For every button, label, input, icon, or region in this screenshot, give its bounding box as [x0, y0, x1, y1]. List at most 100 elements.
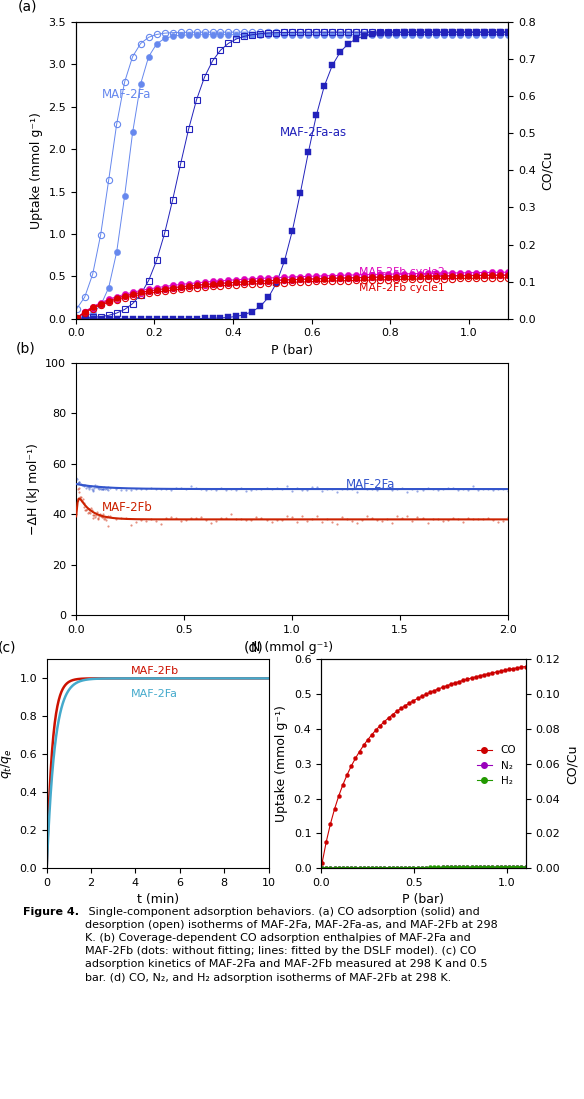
Text: MAF-2Fa: MAF-2Fa — [131, 689, 178, 699]
Point — [131, 513, 140, 531]
Text: (a): (a) — [18, 0, 37, 13]
Point — [503, 482, 513, 500]
Point — [81, 479, 91, 497]
Point — [398, 509, 407, 526]
Point — [89, 481, 98, 499]
Point — [363, 480, 372, 498]
Point — [78, 476, 88, 493]
Point — [413, 482, 422, 500]
Point — [79, 477, 88, 495]
Point — [357, 479, 367, 497]
Y-axis label: Uptake (mmol g⁻¹): Uptake (mmol g⁻¹) — [275, 706, 288, 822]
Point — [83, 504, 92, 522]
Point — [267, 513, 276, 531]
Point — [242, 511, 251, 529]
Point — [92, 503, 102, 521]
Point — [80, 498, 89, 515]
Point — [85, 503, 95, 521]
Point — [161, 480, 171, 498]
Point — [82, 500, 92, 518]
Point — [408, 480, 417, 498]
Point — [478, 480, 488, 498]
Point — [88, 507, 98, 524]
Point — [86, 477, 96, 495]
Point — [95, 479, 105, 497]
Point — [448, 479, 457, 497]
Point — [192, 479, 201, 497]
Point — [498, 512, 507, 530]
Point — [103, 481, 113, 499]
Point — [322, 480, 332, 498]
Point — [116, 481, 125, 499]
Point — [77, 475, 86, 492]
Point — [74, 474, 84, 491]
Point — [373, 511, 382, 529]
Point — [267, 480, 276, 498]
Point — [277, 511, 286, 529]
Point — [287, 482, 296, 500]
Point — [85, 500, 94, 518]
X-axis label: N (mmol g⁻¹): N (mmol g⁻¹) — [251, 641, 333, 654]
Y-axis label: CO/Cu: CO/Cu — [541, 151, 554, 190]
Point — [332, 482, 342, 500]
Point — [102, 508, 112, 525]
Point — [398, 479, 407, 497]
Point — [478, 510, 488, 528]
Point — [332, 515, 342, 533]
Point — [93, 511, 102, 529]
Point — [493, 480, 503, 498]
Point — [75, 488, 85, 506]
Point — [97, 480, 106, 498]
Point — [81, 501, 90, 519]
Point — [453, 511, 463, 529]
Point — [156, 480, 165, 498]
Point — [433, 510, 442, 528]
Point — [99, 510, 109, 528]
Point — [116, 509, 125, 526]
Point — [438, 480, 447, 498]
Point — [94, 478, 103, 496]
Point — [352, 514, 361, 532]
Point — [100, 480, 110, 498]
Point — [99, 508, 108, 525]
Point — [257, 510, 266, 528]
Point — [72, 470, 82, 488]
Point — [151, 480, 161, 498]
Point — [227, 480, 236, 498]
Text: Figure 4.: Figure 4. — [23, 907, 79, 917]
Point — [82, 477, 92, 495]
Point — [93, 479, 102, 497]
Point — [221, 509, 231, 526]
Point — [423, 514, 432, 532]
Point — [342, 480, 352, 498]
Point — [237, 510, 246, 528]
Point — [388, 481, 397, 499]
Point — [73, 475, 82, 492]
Point — [96, 480, 106, 498]
Point — [98, 480, 107, 498]
Point — [347, 480, 357, 498]
Point — [78, 490, 88, 508]
Point — [272, 511, 281, 529]
Point — [91, 508, 100, 525]
Point — [166, 481, 176, 499]
Point — [126, 481, 135, 499]
Point — [103, 478, 112, 496]
Point — [473, 481, 482, 499]
Point — [72, 490, 82, 508]
Point — [413, 509, 422, 526]
Point — [292, 479, 301, 497]
Point — [89, 510, 98, 528]
X-axis label: t (min): t (min) — [137, 893, 179, 907]
Point — [232, 510, 241, 528]
Point — [161, 509, 171, 526]
Point — [408, 512, 417, 530]
Point — [493, 513, 503, 531]
Point — [95, 480, 104, 498]
Point — [80, 477, 89, 495]
Point — [74, 479, 84, 497]
Point — [403, 482, 412, 500]
Point — [81, 476, 90, 493]
Point — [73, 480, 82, 498]
Point — [312, 508, 322, 525]
